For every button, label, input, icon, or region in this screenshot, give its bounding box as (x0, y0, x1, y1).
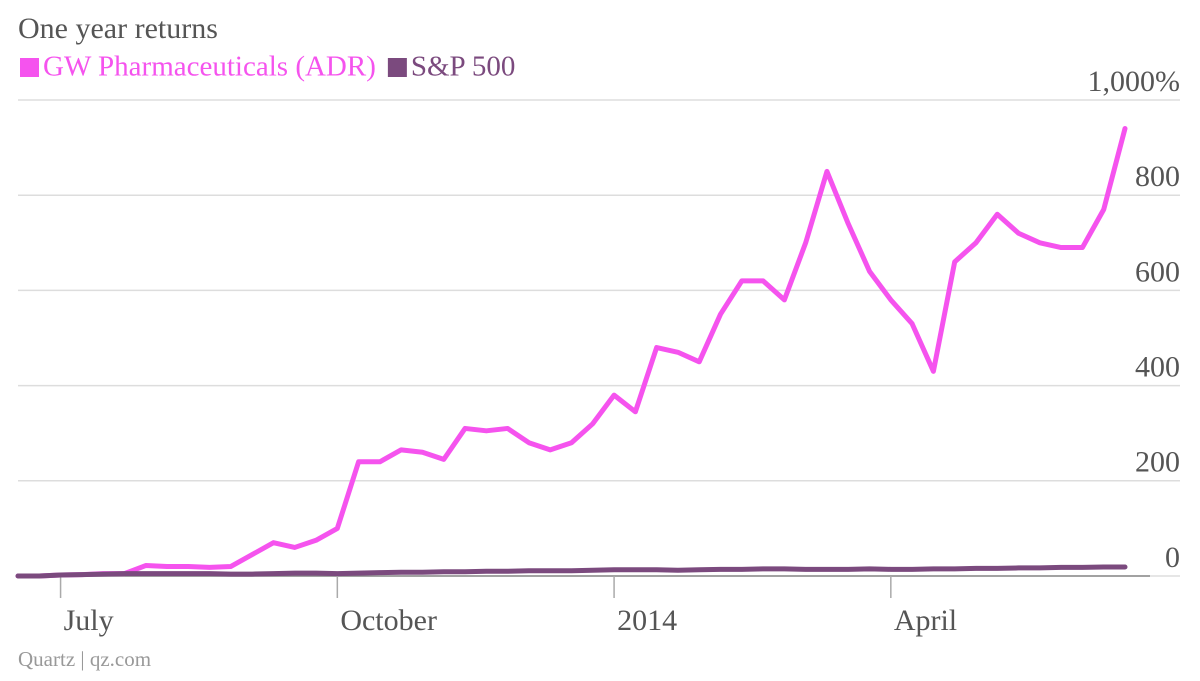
chart-title: One year returns (18, 12, 218, 45)
x-tick-label: 2014 (617, 604, 677, 637)
legend-label: S&P 500 (411, 51, 516, 83)
y-tick-label: 200 (1135, 446, 1180, 479)
x-tick-label: April (894, 604, 957, 637)
y-tick-label: 600 (1135, 255, 1180, 288)
y-tick-label: 0 (1165, 541, 1180, 574)
source: Quartz | qz.com (18, 647, 151, 671)
y-tick-label: 800 (1135, 160, 1180, 193)
x-tick-label: October (340, 604, 437, 637)
series-line (15, 126, 1128, 579)
legend-swatch (387, 58, 407, 77)
legend: GW Pharmaceuticals (ADR) S&P 500 (20, 51, 515, 83)
y-tick-label: 400 (1135, 350, 1180, 383)
legend-label: GW Pharmaceuticals (ADR) (43, 51, 376, 83)
y-tick-label: 1,000% (1088, 65, 1181, 98)
legend-swatch (20, 58, 39, 77)
x-tick-label: July (64, 604, 114, 637)
series-line (15, 564, 1128, 579)
